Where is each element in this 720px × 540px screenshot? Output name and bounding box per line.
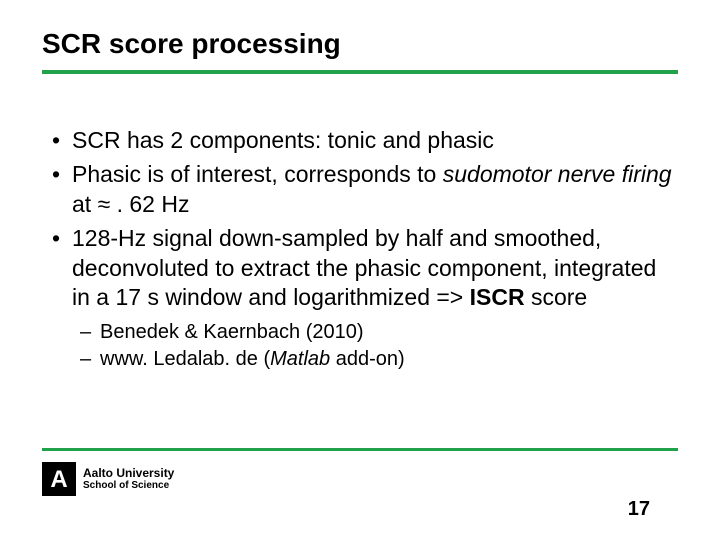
text-run: sudomotor nerve firing bbox=[443, 161, 672, 187]
bullet-item: Phasic is of interest, corresponds to su… bbox=[48, 160, 678, 220]
slide: SCR score processing SCR has 2 component… bbox=[0, 0, 720, 540]
text-run: www. Ledalab. de ( bbox=[100, 348, 270, 370]
text-run: score bbox=[525, 284, 588, 310]
bullet-list: SCR has 2 components: tonic and phasic Ph… bbox=[48, 126, 678, 313]
accent-bar bbox=[42, 70, 678, 74]
aalto-logo-mark: A bbox=[42, 462, 76, 496]
text-run: at ≈ . 62 Hz bbox=[72, 191, 189, 217]
aalto-logo: A Aalto University School of Science bbox=[42, 462, 174, 496]
text-run: Matlab bbox=[270, 348, 330, 370]
page-number: 17 bbox=[628, 498, 650, 521]
text-run: Benedek & Kaernbach (2010) bbox=[100, 321, 364, 343]
aalto-logo-line1: Aalto University bbox=[83, 467, 174, 480]
text-run: ISCR bbox=[470, 284, 525, 310]
aalto-logo-text: Aalto University School of Science bbox=[83, 467, 174, 491]
sub-bullet-item: Benedek & Kaernbach (2010) bbox=[78, 319, 678, 346]
bullet-item: SCR has 2 components: tonic and phasic bbox=[48, 126, 678, 156]
slide-content: SCR has 2 components: tonic and phasic Ph… bbox=[42, 126, 678, 373]
sub-bullet-list: Benedek & Kaernbach (2010) www. Ledalab. … bbox=[78, 319, 678, 373]
text-run: add-on) bbox=[330, 348, 405, 370]
text-run: Phasic is of interest, corresponds to bbox=[72, 161, 443, 187]
text-run: SCR has 2 components: tonic and phasic bbox=[72, 127, 494, 153]
bullet-item: 128-Hz signal down-sampled by half and s… bbox=[48, 224, 678, 314]
sub-bullet-item: www. Ledalab. de (Matlab add-on) bbox=[78, 346, 678, 373]
footer-divider bbox=[42, 448, 678, 451]
aalto-logo-line2: School of Science bbox=[83, 480, 174, 491]
aalto-logo-letter: A bbox=[50, 466, 67, 494]
slide-title: SCR score processing bbox=[42, 28, 678, 60]
